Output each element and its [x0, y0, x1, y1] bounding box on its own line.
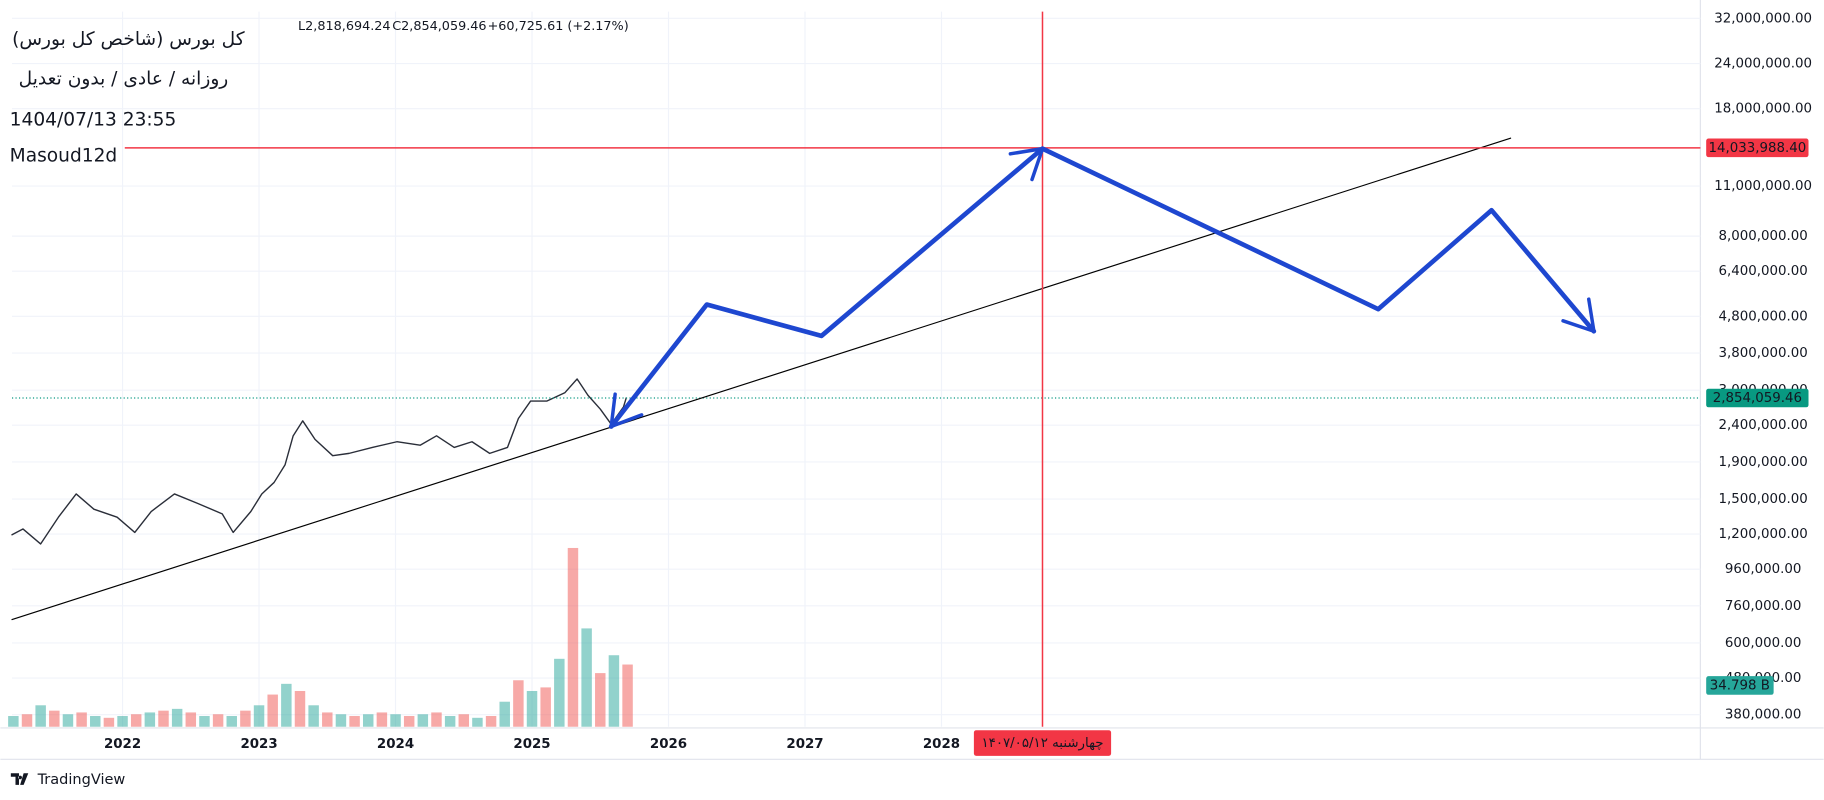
volume-bar: [376, 712, 388, 727]
y-tick-label: 6,400,000.00: [1719, 264, 1808, 279]
volume-label-box: [1706, 676, 1774, 695]
hline-label: 14,033,988.40: [1708, 141, 1806, 156]
volume-bar: [199, 716, 210, 727]
ohlc-low: L2,818,694.24: [298, 19, 391, 34]
brand: TradingView: [37, 772, 126, 788]
y-tick-label: 760,000.00: [1725, 599, 1802, 614]
volume-bar: [130, 714, 142, 727]
volume-bar: [253, 705, 265, 727]
x-tick-label: 2026: [650, 737, 687, 752]
arrow-head: [1561, 297, 1596, 334]
x-tick-label: 2024: [377, 737, 414, 752]
volume-bar: [294, 690, 306, 727]
volume-bar: [240, 710, 251, 727]
y-tick-label: 1,900,000.00: [1719, 455, 1808, 470]
volume-bar: [608, 655, 620, 727]
y-tick-label: 960,000.00: [1725, 562, 1802, 577]
volume-bar: [567, 547, 579, 727]
volume-bar: [90, 716, 101, 727]
tradingview-logo: TradingView: [10, 772, 126, 788]
y-tick-label: 3,800,000.00: [1719, 346, 1808, 361]
volume-bar: [349, 716, 360, 727]
y-tick-label: 1,200,000.00: [1719, 527, 1808, 542]
x-tick-label: 2022: [104, 737, 141, 752]
volume-label: 34.798 B: [1710, 678, 1770, 693]
y-tick-label: 32,000,000.00: [1714, 11, 1812, 26]
crosshair-label-box: [973, 730, 1112, 756]
last-price-label-box: [1706, 388, 1809, 408]
author: Masoud12d: [10, 145, 118, 166]
volume-bar: [403, 716, 415, 727]
x-tick-label: 2025: [513, 737, 550, 752]
volume-bar: [390, 714, 401, 727]
volume-bar: [185, 712, 197, 727]
volume-bar: [62, 714, 74, 727]
arrow-head: [1008, 146, 1045, 182]
volume-bar: [431, 712, 442, 727]
volume-bar: [158, 710, 169, 727]
volume-bar: [485, 716, 497, 727]
ohlc-close: C2,854,059.46: [392, 19, 486, 34]
y-tick-label: 18,000,000.00: [1714, 102, 1812, 117]
volume-bar: [267, 694, 278, 727]
last-price-label: 2,854,059.46: [1713, 391, 1802, 406]
volume-bar: [335, 714, 347, 727]
y-tick-label: 600,000.00: [1725, 636, 1802, 651]
volume-bar: [21, 714, 33, 727]
x-tick-label: 2023: [240, 737, 277, 752]
volume-bar: [472, 717, 483, 727]
volume-bar: [622, 664, 633, 727]
y-tick-label: 1,500,000.00: [1719, 492, 1808, 507]
timestamp: 1404/07/13 23:55: [10, 109, 177, 130]
volume-bar: [308, 705, 319, 727]
volume-bar: [8, 716, 19, 727]
x-tick-label: 2028: [923, 737, 960, 752]
ohlc-change: +60,725.61 (+2.17%): [488, 19, 629, 34]
arrow-head: [609, 392, 644, 429]
x-tick-label: 2027: [786, 737, 823, 752]
y-tick-label: 24,000,000.00: [1714, 57, 1812, 72]
hline-label-box: [1706, 138, 1809, 158]
volume-bar: [49, 710, 60, 727]
volume-bar: [144, 712, 156, 727]
y-tick-label: 380,000.00: [1725, 708, 1802, 723]
volume-bar: [281, 683, 292, 727]
trendline: [11, 137, 1512, 621]
y-tick-label: 11,000,000.00: [1714, 179, 1812, 194]
volume-bar: [76, 712, 87, 727]
volume-bar: [595, 673, 606, 727]
chart-title: کل بورس (شاخص کل بورس): [12, 29, 245, 50]
volume-bar: [117, 716, 128, 727]
volume-bar: [513, 680, 524, 727]
volume-bar: [171, 708, 183, 727]
volume-bar: [499, 701, 510, 727]
y-tick-label: 4,800,000.00: [1719, 309, 1808, 324]
y-tick-label: 2,400,000.00: [1719, 418, 1808, 433]
chart-subtitle: روزانه / عادی / بدون تعدیل: [19, 69, 229, 90]
volume-bar: [526, 690, 538, 727]
volume-bar: [363, 714, 374, 727]
y-tick-label: 8,000,000.00: [1719, 229, 1808, 244]
volume-bar: [458, 714, 470, 727]
volume-bar: [554, 658, 565, 727]
volume-bar: [322, 712, 333, 727]
volume-bar: [103, 717, 115, 727]
volume-bar: [35, 705, 46, 727]
plot: 32,000,000.00 24,000,000.00 18,000,000.00 1…: [8, 11, 1812, 756]
price-line: [11, 378, 627, 545]
volume-bar: [417, 714, 429, 727]
volume-bar: [444, 716, 456, 727]
volume-bar: [226, 716, 237, 727]
volume-bar: [212, 714, 224, 727]
volume-bar: [540, 687, 551, 727]
volume-bar: [581, 628, 592, 727]
crosshair-label: چهارشنبه ۱۴۰۷/۰۵/۱۲: [981, 736, 1103, 751]
